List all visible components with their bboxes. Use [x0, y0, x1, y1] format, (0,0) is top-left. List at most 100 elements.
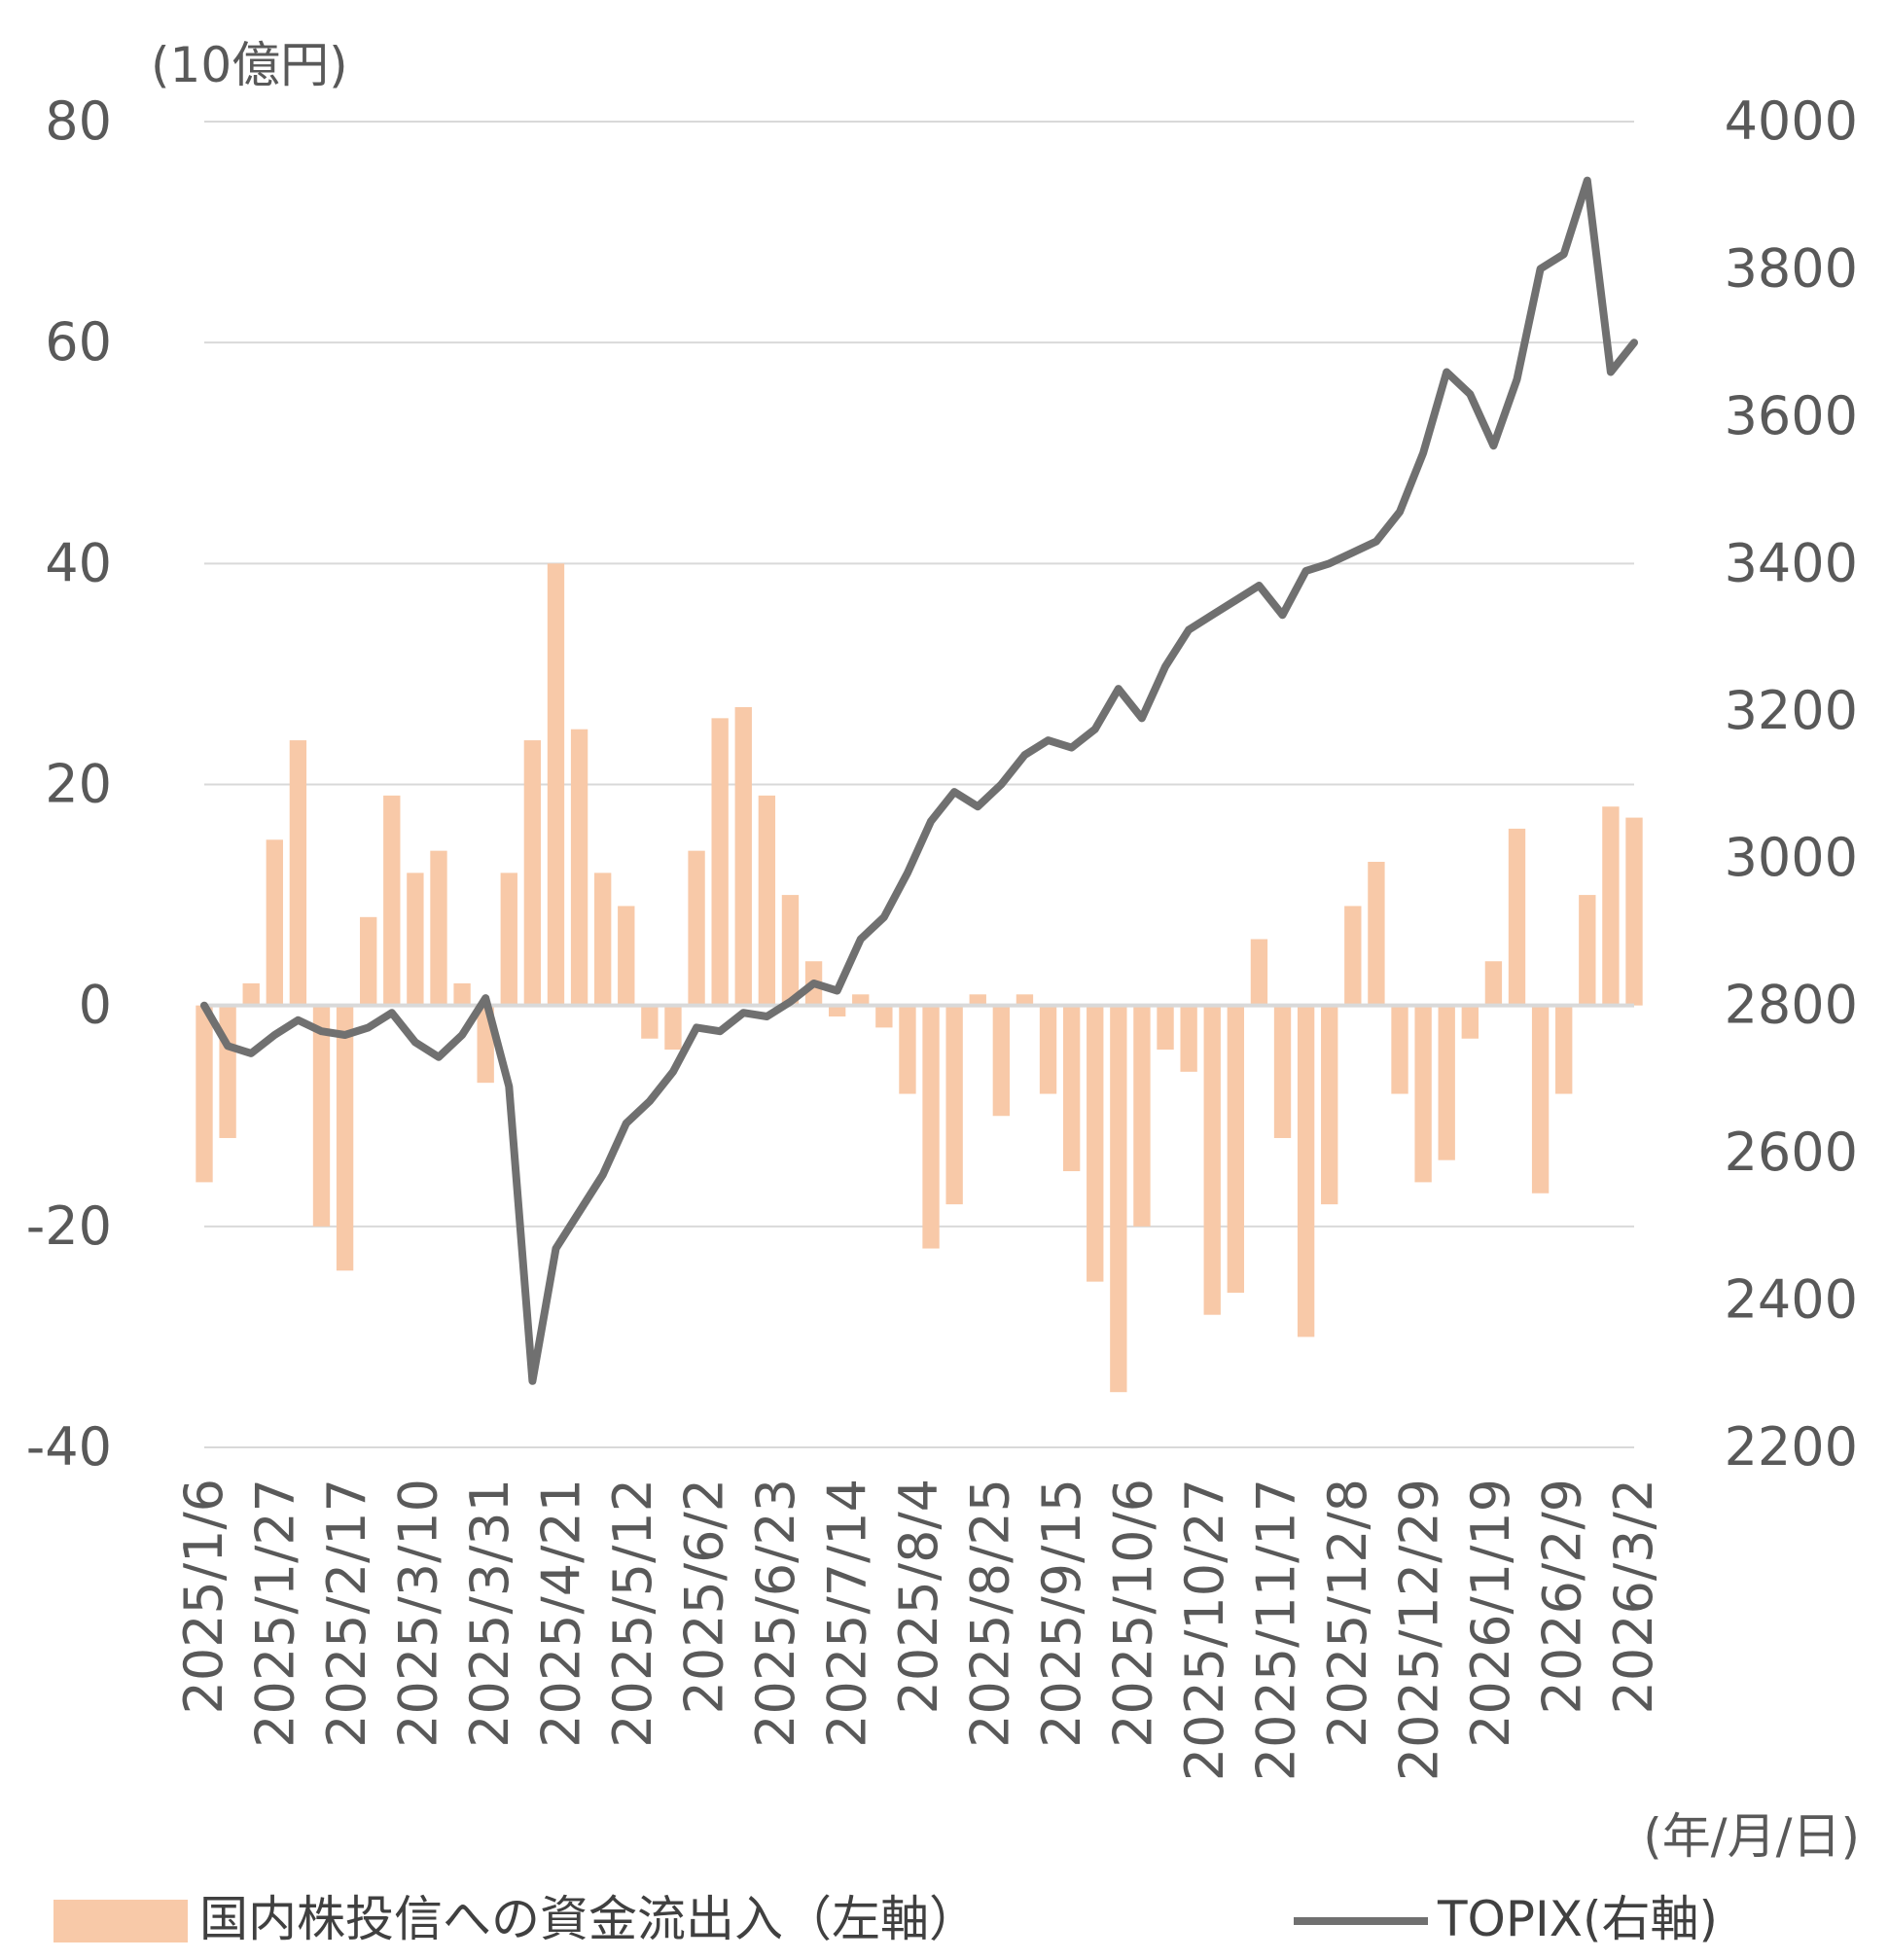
bar: [664, 1005, 682, 1051]
bar: [618, 906, 635, 1006]
legend-label-fund-flow: 国内株投信への資金流出入（左軸）: [199, 1891, 978, 1947]
bar: [1110, 1005, 1127, 1393]
x-tick-label: 2025/3/31: [459, 1479, 520, 1748]
right-tick-label: 3200: [1725, 680, 1858, 741]
left-tick-label: -40: [26, 1416, 112, 1478]
bar: [1039, 1005, 1057, 1094]
x-tick-label: 2025/1/6: [173, 1479, 234, 1715]
right-tick-label: 4000: [1725, 90, 1858, 152]
bar: [383, 795, 401, 1006]
right-tick-label: 2600: [1725, 1122, 1858, 1183]
legend-swatch-fund-flow: [53, 1900, 188, 1942]
legend-label-topix: TOPIX(右軸): [1437, 1891, 1718, 1947]
legend: 国内株投信への資金流出入（左軸） TOPIX(右軸): [53, 1891, 1718, 1947]
bar: [289, 740, 307, 1006]
x-tick-label: 2025/5/12: [602, 1479, 663, 1748]
left-axis-ticks: 80 60 40 20 0 -20 -40: [26, 90, 112, 1478]
left-tick-label: 60: [45, 311, 112, 373]
bar: [1391, 1005, 1408, 1094]
x-axis-ticks: 2025/1/6 2025/1/27 2025/2/17 2025/3/10 2025/…: [173, 1479, 1664, 1781]
bar: [1321, 1005, 1338, 1205]
left-tick-label: -20: [26, 1195, 112, 1257]
bar: [1180, 1005, 1197, 1072]
bar: [266, 839, 283, 1006]
bars-fund-flow: [196, 563, 1643, 1393]
bar: [1368, 862, 1385, 1006]
left-axis-unit-label: (10億円): [151, 37, 348, 93]
bar: [945, 1005, 963, 1205]
bar: [1602, 806, 1620, 1006]
x-tick-label: 2025/10/6: [1103, 1479, 1164, 1748]
bar: [992, 1005, 1011, 1117]
x-tick-label: 2026/3/2: [1603, 1479, 1664, 1715]
x-axis-unit-label: (年/月/日): [1643, 1808, 1860, 1865]
topix-line: [200, 176, 1638, 1385]
right-axis-ticks: 4000 3800 3600 3400 3200 3000 2800 2600 2400 2200: [1725, 90, 1858, 1478]
left-tick-label: 20: [45, 754, 112, 815]
bar: [1344, 906, 1362, 1006]
bar: [969, 994, 986, 1006]
bar: [734, 706, 752, 1006]
x-tick-label: 2025/11/17: [1246, 1479, 1307, 1781]
bar: [453, 982, 471, 1006]
left-tick-label: 80: [45, 90, 112, 152]
left-tick-label: 40: [45, 532, 112, 593]
x-tick-label: 2025/3/10: [388, 1479, 449, 1748]
bar: [1484, 961, 1503, 1006]
bar: [781, 895, 800, 1006]
x-tick-label: 2025/8/25: [960, 1479, 1021, 1748]
gridlines: [204, 121, 1634, 1448]
bar: [1250, 939, 1268, 1006]
x-tick-label: 2025/9/15: [1031, 1479, 1092, 1748]
bar: [922, 1005, 940, 1249]
bar: [570, 729, 588, 1006]
bar: [758, 795, 776, 1006]
line-topix: [200, 176, 1638, 1385]
right-tick-label: 3600: [1725, 385, 1858, 446]
right-tick-label: 2800: [1725, 975, 1858, 1036]
bar: [547, 563, 565, 1006]
x-tick-label: 2026/1/19: [1460, 1479, 1521, 1748]
bar: [1297, 1005, 1315, 1337]
bar: [1203, 1005, 1221, 1315]
bar: [430, 850, 447, 1006]
bar: [1414, 1005, 1432, 1183]
right-tick-label: 3000: [1725, 827, 1858, 888]
bar: [1087, 1005, 1104, 1282]
bar: [593, 873, 612, 1006]
x-tick-label: 2025/1/27: [245, 1479, 306, 1748]
bar: [360, 916, 377, 1006]
bar: [688, 850, 705, 1006]
bar: [1062, 1005, 1081, 1172]
bar: [1579, 895, 1596, 1006]
bar: [1508, 828, 1526, 1006]
x-tick-label: 2025/2/17: [316, 1479, 377, 1748]
bar: [875, 1005, 893, 1028]
x-tick-label: 2025/10/27: [1174, 1479, 1235, 1781]
bar: [219, 1005, 236, 1138]
x-tick-label: 2025/12/8: [1317, 1479, 1378, 1748]
x-tick-label: 2025/8/4: [888, 1479, 949, 1715]
x-tick-label: 2025/4/21: [531, 1479, 592, 1748]
bar: [1555, 1005, 1573, 1094]
bar: [1273, 1005, 1292, 1138]
bar: [1625, 817, 1643, 1006]
bar: [1157, 1005, 1174, 1051]
bar: [1016, 994, 1034, 1006]
x-tick-label: 2026/2/9: [1532, 1479, 1593, 1715]
bar: [500, 873, 517, 1006]
bar: [852, 994, 870, 1006]
bar: [1461, 1005, 1479, 1039]
bar: [1227, 1005, 1245, 1293]
bar: [523, 740, 542, 1006]
right-tick-label: 3400: [1725, 532, 1858, 593]
x-tick-label: 2025/6/23: [745, 1479, 806, 1748]
x-tick-label: 2025/6/2: [674, 1479, 735, 1715]
bar: [711, 718, 729, 1006]
bar: [407, 873, 424, 1006]
bar: [1133, 1005, 1151, 1227]
x-tick-label: 2025/12/29: [1389, 1479, 1450, 1781]
bar: [196, 1005, 213, 1183]
x-tick-label: 2025/7/14: [817, 1479, 878, 1748]
